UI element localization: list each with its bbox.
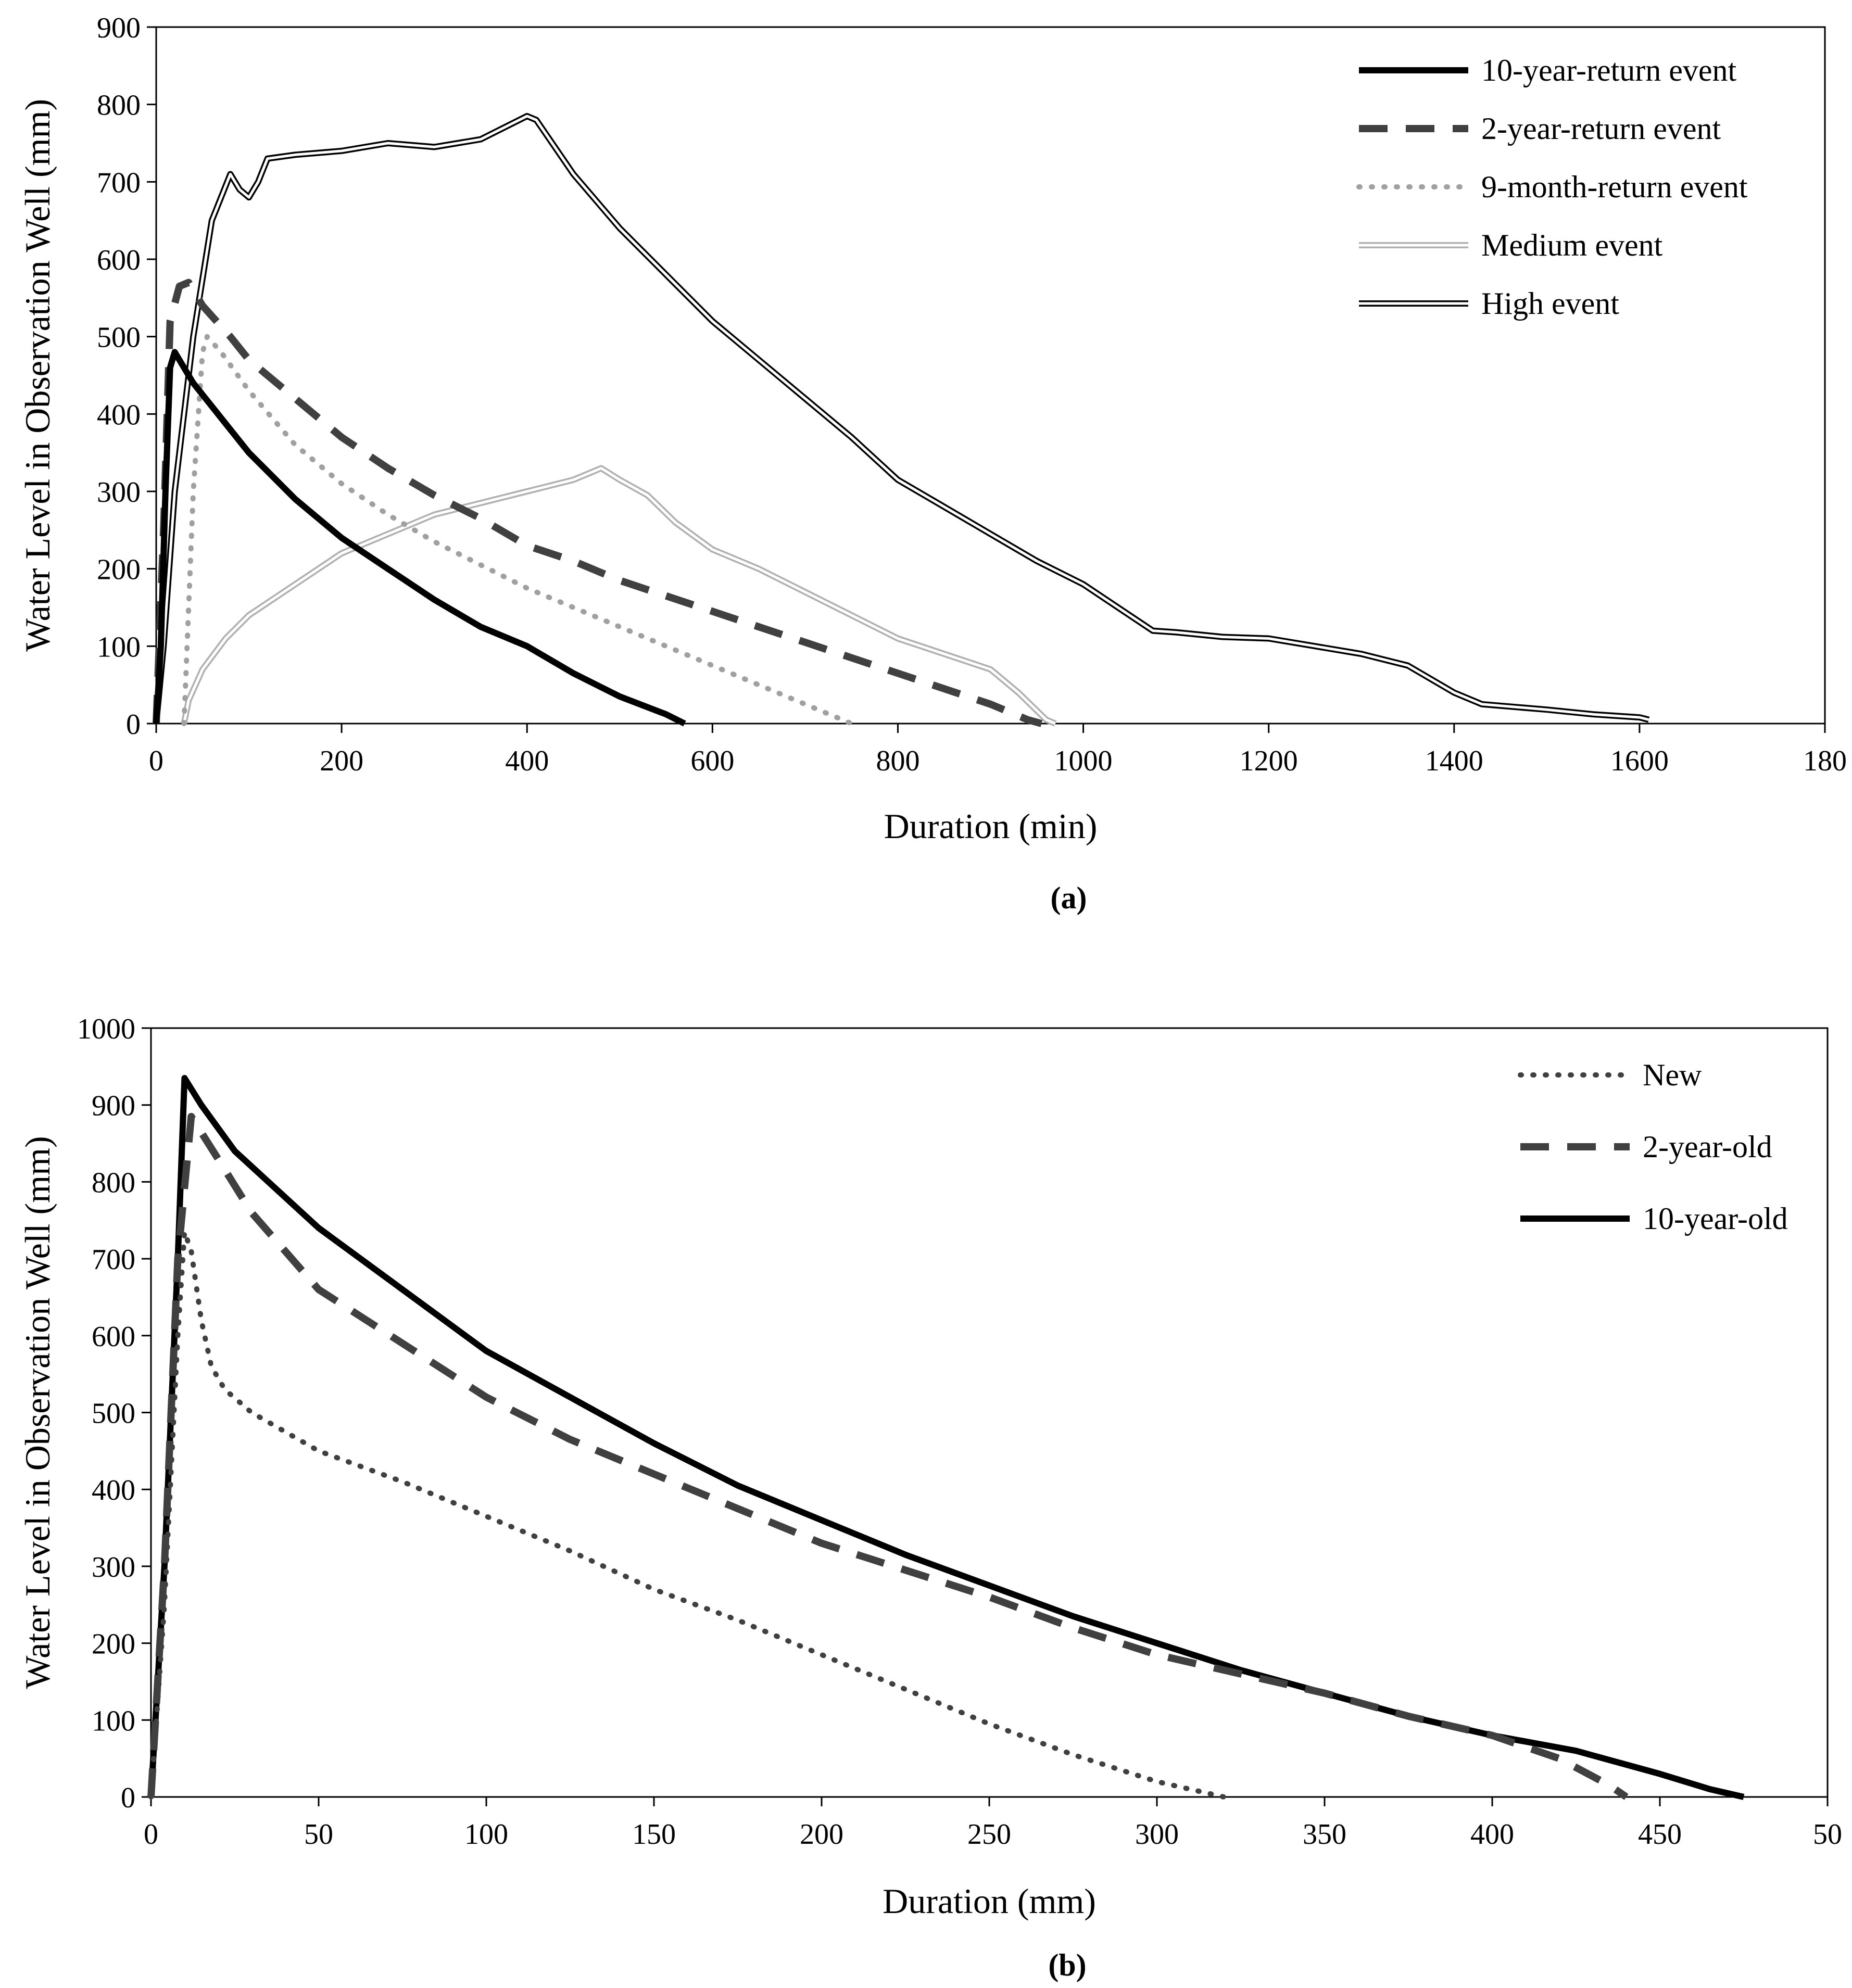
series-line <box>181 334 854 726</box>
series-line <box>181 465 1057 727</box>
x-tick-label: 100 <box>464 1818 508 1851</box>
series-line <box>148 1229 1227 1800</box>
y-tick-label: 700 <box>92 1244 135 1276</box>
y-tick-label: 100 <box>92 1705 135 1737</box>
y-tick-label: 500 <box>97 322 141 354</box>
x-tick-label: 400 <box>1470 1818 1514 1851</box>
x-tick-label: 600 <box>690 745 734 777</box>
series-2-year-return-event <box>153 278 1043 727</box>
x-tick-label: 0 <box>149 745 163 777</box>
chart-panel-0: 0 200 400 600 800 1000 1200 1400 1600 18001002003… <box>18 12 1847 915</box>
legend-label: 10-year-return event <box>1481 53 1737 87</box>
legend-label: High event <box>1481 286 1619 321</box>
y-axis-title: Water Level in Observation Well (mm) <box>18 1136 57 1689</box>
x-tick-label: 800 <box>876 745 919 777</box>
x-tick-label: 400 <box>505 745 549 777</box>
x-tick-label: 50 <box>304 1818 333 1851</box>
x-axis-title: Duration (mm) <box>883 1881 1096 1921</box>
series-new <box>148 1229 1227 1800</box>
y-tick-label: 900 <box>97 12 141 44</box>
x-tick-label: 450 <box>1638 1818 1682 1851</box>
y-tick-label: 200 <box>92 1628 135 1661</box>
y-tick-label: 1000 <box>77 1013 135 1045</box>
legend: 10-year-return event 2-year-return event 9… <box>1356 53 1748 321</box>
x-tick-label: 50 <box>1813 1818 1842 1851</box>
x-tick-label: 200 <box>800 1818 843 1851</box>
series-line <box>147 1112 1629 1800</box>
x-tick-label: 1400 <box>1425 745 1483 777</box>
x-tick-label: 350 <box>1303 1818 1346 1851</box>
x-tick-label: 180 <box>1803 745 1847 777</box>
y-tick-label: 500 <box>92 1398 135 1430</box>
x-tick-label: 250 <box>967 1818 1011 1851</box>
y-tick-label: 0 <box>126 708 141 741</box>
y-tick-label: 800 <box>92 1167 135 1199</box>
chart-panel-1: 0 50 100 150 200 250 300 350 400 450 5001002003004… <box>18 1013 1842 1982</box>
legend-label: New <box>1643 1058 1702 1092</box>
series-medium-event <box>181 465 1057 727</box>
series-line <box>153 113 1650 724</box>
series-9-month-return-event <box>181 334 854 726</box>
series-line <box>148 1075 1745 1800</box>
series-line <box>153 278 1043 727</box>
x-tick-label: 1600 <box>1610 745 1669 777</box>
y-tick-label: 0 <box>121 1782 135 1814</box>
x-tick-label: 300 <box>1135 1818 1179 1851</box>
legend-label: 2-year-return event <box>1481 111 1721 146</box>
x-axis-title: Duration (min) <box>884 806 1098 846</box>
panel-label: (a) <box>1051 881 1087 915</box>
y-tick-label: 100 <box>97 631 141 663</box>
y-tick-label: 700 <box>97 167 141 199</box>
y-tick-label: 800 <box>97 90 141 122</box>
y-tick-label: 200 <box>97 554 141 586</box>
series-high-event <box>153 113 1650 724</box>
y-tick-label: 300 <box>92 1551 135 1584</box>
y-tick-label: 600 <box>92 1321 135 1353</box>
legend-label: Medium event <box>1481 228 1663 262</box>
x-tick-label: 1200 <box>1240 745 1298 777</box>
series-10-year-return-event <box>153 349 686 727</box>
legend: New 2-year-old 10-year-old <box>1518 1058 1788 1236</box>
y-tick-label: 400 <box>92 1474 135 1506</box>
x-tick-label: 0 <box>144 1818 158 1851</box>
plot-frame <box>155 26 1826 725</box>
series-2-year-old <box>147 1112 1629 1800</box>
panel-label: (b) <box>1048 1948 1086 1982</box>
legend-label: 9-month-return event <box>1481 170 1748 204</box>
x-tick-label: 150 <box>632 1818 676 1851</box>
x-tick-label: 200 <box>320 745 363 777</box>
y-tick-label: 400 <box>97 399 141 431</box>
series-10-year-old <box>148 1075 1745 1800</box>
legend-label: 2-year-old <box>1643 1130 1772 1164</box>
y-tick-label: 600 <box>97 244 141 276</box>
series-line <box>155 115 1649 724</box>
x-tick-label: 1000 <box>1054 745 1113 777</box>
y-tick-label: 900 <box>92 1090 135 1122</box>
y-axis-title: Water Level in Observation Well (mm) <box>18 99 57 652</box>
series-line <box>182 466 1056 725</box>
y-tick-label: 300 <box>97 476 141 509</box>
legend-label: 10-year-old <box>1643 1201 1788 1236</box>
series-line <box>153 349 686 727</box>
